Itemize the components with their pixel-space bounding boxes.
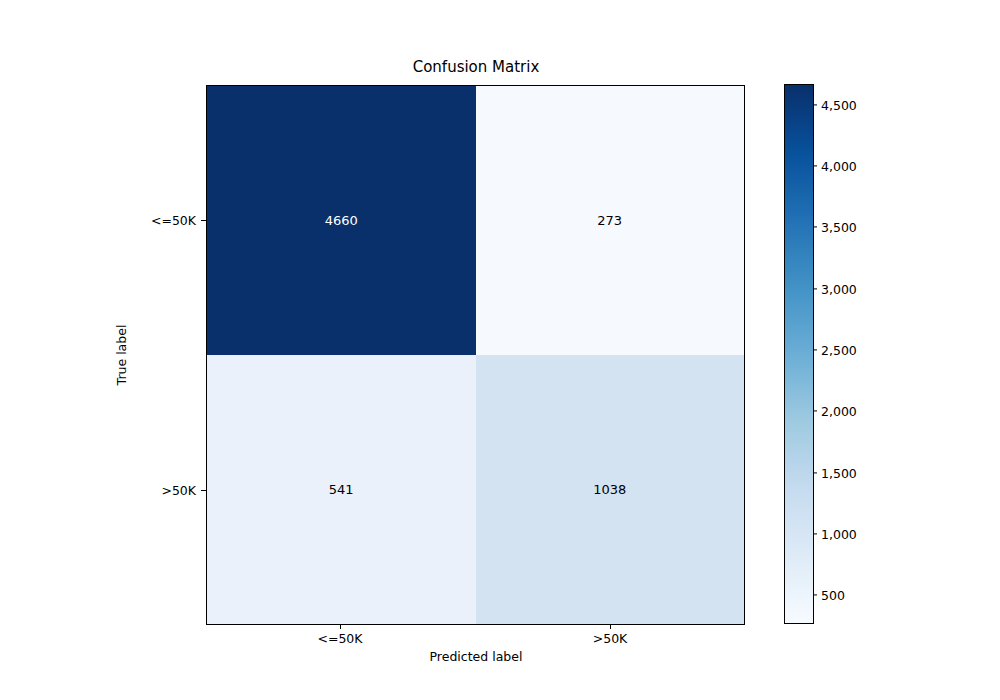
colorbar-tick-label: 2,000 bbox=[821, 404, 857, 419]
colorbar-tick-mark bbox=[813, 288, 817, 289]
colorbar-tick-label: 1,500 bbox=[821, 465, 857, 480]
colorbar-tick-mark bbox=[813, 227, 817, 228]
heatmap-plot-area: 4660 273 541 1038 bbox=[206, 85, 745, 625]
colorbar: 5001,0001,5002,0002,5003,0003,5004,0004,… bbox=[784, 84, 814, 624]
matrix-cell-true-gt50k-pred-le50k: 541 bbox=[207, 355, 476, 624]
colorbar-tick-label: 3,000 bbox=[821, 281, 857, 296]
confusion-matrix-figure: Confusion Matrix 4660 273 541 1038 <=50K… bbox=[0, 0, 1000, 700]
x-axis-label: Predicted label bbox=[206, 649, 746, 664]
chart-title: Confusion Matrix bbox=[206, 58, 746, 76]
matrix-cell-true-le50k-pred-gt50k: 273 bbox=[476, 86, 745, 355]
colorbar-tick-label: 4,500 bbox=[821, 97, 857, 112]
colorbar-tick-label: 2,500 bbox=[821, 342, 857, 357]
y-axis-tick-mark bbox=[201, 490, 206, 491]
x-tick-label-le50k: <=50K bbox=[280, 631, 400, 646]
matrix-cell-true-gt50k-pred-gt50k: 1038 bbox=[476, 355, 745, 624]
colorbar-tick-mark bbox=[813, 165, 817, 166]
colorbar-tick-label: 1,000 bbox=[821, 526, 857, 541]
x-axis-tick-mark bbox=[340, 625, 341, 629]
colorbar-tick-mark bbox=[813, 533, 817, 534]
colorbar-tick-label: 3,500 bbox=[821, 220, 857, 235]
colorbar-tick-mark bbox=[813, 472, 817, 473]
y-tick-label-gt50k: >50K bbox=[161, 483, 196, 498]
matrix-cell-true-le50k-pred-le50k: 4660 bbox=[207, 86, 476, 355]
colorbar-tick-mark bbox=[813, 104, 817, 105]
colorbar-tick-mark bbox=[813, 595, 817, 596]
y-tick-label-le50k: <=50K bbox=[151, 213, 196, 228]
y-axis-label: True label bbox=[114, 325, 129, 386]
colorbar-tick-mark bbox=[813, 349, 817, 350]
colorbar-tick-mark bbox=[813, 411, 817, 412]
y-axis-tick-mark bbox=[201, 220, 206, 221]
x-tick-label-gt50k: >50K bbox=[550, 631, 670, 646]
colorbar-tick-label: 4,000 bbox=[821, 158, 857, 173]
x-axis-tick-mark bbox=[610, 625, 611, 629]
colorbar-tick-label: 500 bbox=[821, 588, 845, 603]
